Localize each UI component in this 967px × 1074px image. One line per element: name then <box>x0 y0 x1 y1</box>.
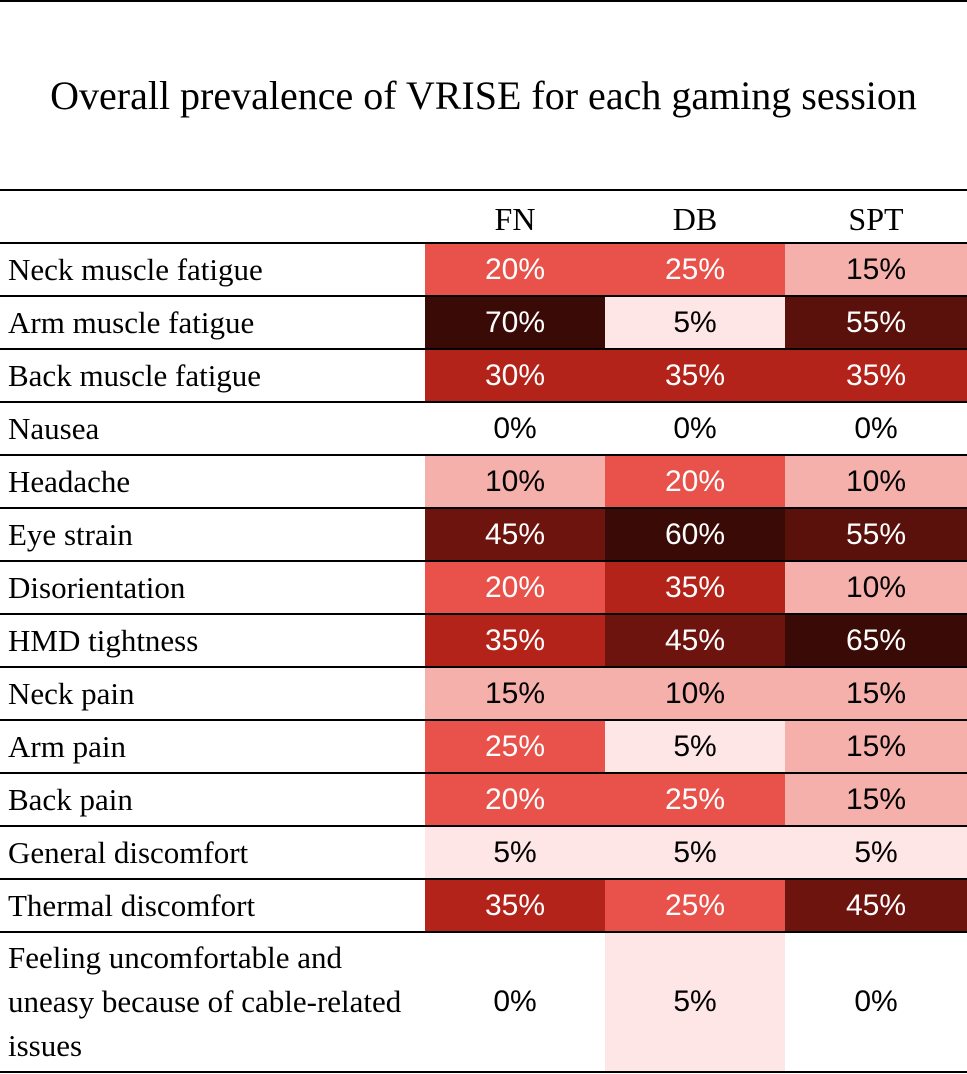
heatmap-cell: 20% <box>425 243 605 297</box>
row-label: Neck pain <box>0 667 425 721</box>
heatmap-cell: 35% <box>605 349 785 403</box>
heatmap-cell: 45% <box>605 614 785 668</box>
row-label: Thermal discomfort <box>0 879 425 933</box>
row-label: HMD tightness <box>0 614 425 668</box>
heatmap-cell: 15% <box>785 773 967 827</box>
heatmap-cell: 10% <box>785 561 967 615</box>
table-row: Back pain 20% 25% 15% <box>0 773 967 827</box>
table-row: Feeling uncomfortable and uneasy because… <box>0 932 967 1073</box>
heatmap-cell: 20% <box>605 455 785 509</box>
heatmap-cell: 45% <box>425 508 605 562</box>
table-row: Neck pain 15% 10% 15% <box>0 667 967 721</box>
heatmap-cell: 20% <box>425 773 605 827</box>
row-label: General discomfort <box>0 826 425 880</box>
row-label: Headache <box>0 455 425 509</box>
heatmap-cell: 0% <box>785 402 967 456</box>
heatmap-cell: 55% <box>785 296 967 350</box>
heatmap-cell: 35% <box>785 349 967 403</box>
table-row: Arm muscle fatigue 70% 5% 55% <box>0 296 967 350</box>
heatmap-cell: 70% <box>425 296 605 350</box>
heatmap-cell: 65% <box>785 614 967 668</box>
heatmap-cell: 5% <box>605 932 785 1073</box>
heatmap-cell: 25% <box>605 773 785 827</box>
heatmap-cell: 45% <box>785 879 967 933</box>
row-label: Eye strain <box>0 508 425 562</box>
column-header: FN <box>425 189 605 244</box>
row-label: Back muscle fatigue <box>0 349 425 403</box>
row-label: Neck muscle fatigue <box>0 243 425 297</box>
table-row: Headache 10% 20% 10% <box>0 455 967 509</box>
column-header: SPT <box>785 189 967 244</box>
row-label: Nausea <box>0 402 425 456</box>
heatmap-cell: 10% <box>785 455 967 509</box>
heatmap-cell: 0% <box>425 932 605 1073</box>
table-row: Arm pain 25% 5% 15% <box>0 720 967 774</box>
table-body: Neck muscle fatigue 20% 25% 15% Arm muscle f… <box>0 243 967 1073</box>
table-row: Nausea 0% 0% 0% <box>0 402 967 456</box>
heatmap-cell: 0% <box>785 932 967 1073</box>
heatmap-cell: 15% <box>785 667 967 721</box>
table-row: Disorientation 20% 35% 10% <box>0 561 967 615</box>
row-label: Back pain <box>0 773 425 827</box>
heatmap-cell: 10% <box>605 667 785 721</box>
heatmap-cell: 5% <box>425 826 605 880</box>
heatmap-cell: 35% <box>425 614 605 668</box>
table-row: Neck muscle fatigue 20% 25% 15% <box>0 243 967 297</box>
heatmap-cell: 15% <box>785 720 967 774</box>
table-row: Eye strain 45% 60% 55% <box>0 508 967 562</box>
heatmap-cell: 35% <box>425 879 605 933</box>
heatmap-cell: 15% <box>425 667 605 721</box>
row-label: Arm pain <box>0 720 425 774</box>
heatmap-cell: 5% <box>605 296 785 350</box>
row-label: Feeling uncomfortable and uneasy because… <box>0 932 425 1073</box>
heatmap-cell: 0% <box>605 402 785 456</box>
heatmap-cell: 20% <box>425 561 605 615</box>
chart-title: Overall prevalence of VRISE for each gam… <box>0 0 967 190</box>
heatmap-table: FN DB SPT Neck muscle fatigue 20% 25% 15% Ar… <box>0 189 967 1073</box>
heatmap-cell: 5% <box>785 826 967 880</box>
heatmap-cell: 15% <box>785 243 967 297</box>
heatmap-cell: 5% <box>605 826 785 880</box>
table-row: Back muscle fatigue 30% 35% 35% <box>0 349 967 403</box>
heatmap-cell: 25% <box>605 879 785 933</box>
heatmap-cell: 35% <box>605 561 785 615</box>
heatmap-cell: 25% <box>605 243 785 297</box>
header-corner <box>0 189 425 244</box>
heatmap-cell: 10% <box>425 455 605 509</box>
row-label: Arm muscle fatigue <box>0 296 425 350</box>
column-header: DB <box>605 189 785 244</box>
row-label: Disorientation <box>0 561 425 615</box>
heatmap-cell: 55% <box>785 508 967 562</box>
table-row: Thermal discomfort 35% 25% 45% <box>0 879 967 933</box>
table-row: General discomfort 5% 5% 5% <box>0 826 967 880</box>
table-row: HMD tightness 35% 45% 65% <box>0 614 967 668</box>
heatmap-cell: 30% <box>425 349 605 403</box>
heatmap-cell: 5% <box>605 720 785 774</box>
heatmap-cell: 60% <box>605 508 785 562</box>
heatmap-cell: 0% <box>425 402 605 456</box>
heatmap-cell: 25% <box>425 720 605 774</box>
header-row: FN DB SPT <box>0 189 967 244</box>
